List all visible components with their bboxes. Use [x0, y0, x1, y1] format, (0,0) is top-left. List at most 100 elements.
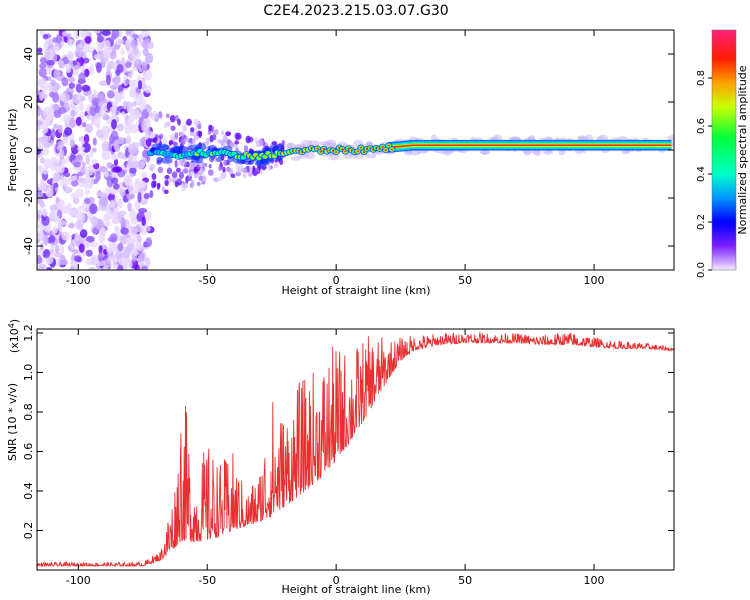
spectrogram-cell — [128, 238, 137, 245]
spectrogram-cell — [138, 80, 143, 90]
spectrogram-cell — [172, 141, 178, 147]
spectrogram-cell — [89, 203, 98, 215]
spectrogram-cell — [75, 83, 83, 94]
spectrogram-cell — [37, 196, 43, 204]
spectrogram-cell — [243, 160, 255, 165]
spectrogram-cell — [366, 140, 373, 147]
snr-y-tick-label: 1.2 — [22, 324, 35, 342]
spectrogram-cell — [45, 69, 52, 75]
spectrogram-cell — [154, 113, 159, 122]
spectrogram-cell — [71, 180, 79, 187]
spectrogram-cell — [99, 166, 108, 172]
snr-x-tick-label: 100 — [584, 574, 605, 587]
snr-axes: -100 -50 0 50 100 0.2 0.4 0.6 0.8 1.0 1.2 — [22, 324, 674, 587]
spectrogram-cell — [131, 246, 138, 256]
spectrogram-cell — [141, 216, 147, 226]
spectrogram-cell — [92, 254, 100, 261]
spectrogram-cell — [68, 82, 76, 89]
spectrogram-cell — [113, 225, 120, 232]
spectrogram-cell — [86, 235, 95, 243]
spectrogram-cell — [211, 134, 217, 141]
spectrogram-tone-band — [387, 144, 672, 149]
spectrogram-cell — [196, 164, 200, 170]
spectrogram-cell — [63, 186, 73, 194]
spectrogram-x-tick-label: 100 — [584, 274, 605, 287]
spectrogram-cell — [85, 189, 91, 196]
spectrogram-cell — [74, 255, 82, 263]
spectrogram-cell — [116, 63, 124, 74]
spectrogram-cell — [144, 70, 152, 81]
spectrogram-cell — [41, 84, 47, 95]
spectrogram-cell — [70, 109, 76, 118]
spectrogram-cell — [61, 231, 70, 241]
spectrogram-cell — [37, 229, 44, 241]
spectrogram-cell — [44, 49, 51, 60]
spectrogram-cell — [230, 173, 236, 179]
spectrogram-cell — [95, 190, 102, 198]
snr-frame — [36, 328, 675, 571]
colorbar-tick-label: 0.0 — [696, 262, 707, 278]
spectrogram-cell — [229, 141, 236, 149]
spectrogram-cell — [128, 185, 134, 195]
spectrogram-cell — [98, 245, 103, 254]
spectrogram-cell — [222, 166, 226, 173]
spectrogram-cell — [69, 265, 75, 270]
spectrogram-cell — [78, 243, 85, 253]
spectrogram-cell — [138, 208, 148, 214]
spectrogram-cell — [96, 259, 106, 267]
spectrogram-cell — [83, 133, 90, 144]
spectrogram-cell — [183, 168, 189, 174]
spectrogram-cell — [120, 227, 129, 235]
spectrogram-cell — [52, 103, 60, 111]
spectrogram-cell — [47, 75, 52, 82]
spectrogram-cell — [158, 111, 163, 119]
spectrogram-cell — [85, 241, 90, 248]
snr-x-tick-label: -50 — [198, 574, 216, 587]
spectrogram-cell — [37, 255, 43, 265]
spectrogram-cell — [116, 123, 125, 132]
snr-x-tick-label: -100 — [66, 574, 91, 587]
spectrogram-cell — [141, 136, 146, 148]
spectrogram-cell — [70, 192, 78, 199]
spectrogram-cell — [57, 124, 63, 134]
spectrogram-cell — [106, 247, 114, 254]
spectrogram-cell — [176, 178, 182, 183]
spectrogram-cell — [150, 163, 156, 169]
spectrogram-cell — [174, 159, 178, 168]
spectrogram-cell — [124, 124, 133, 135]
spectrogram-cell — [66, 32, 72, 40]
spectrogram-cell — [243, 145, 249, 152]
spectrogram-cell — [41, 215, 50, 227]
spectrogram-cell — [157, 166, 164, 174]
spectrogram-cell — [225, 131, 232, 137]
spectrogram-cell — [85, 154, 90, 165]
spectrogram-cell — [99, 106, 106, 118]
spectrogram-cell — [162, 137, 167, 145]
spectrogram-cell — [223, 159, 228, 166]
spectrogram-cell — [41, 122, 49, 134]
spectrogram-cell — [319, 150, 322, 153]
spectrogram-cell — [38, 67, 48, 78]
spectrogram-cell — [75, 188, 84, 198]
spectrogram-cell — [182, 184, 189, 189]
spectrogram-cell — [50, 209, 58, 219]
spectrogram-cell — [112, 183, 120, 190]
spectrogram-cell — [80, 211, 86, 222]
spectrogram-cell — [113, 207, 120, 213]
spectrogram-cell — [58, 106, 67, 115]
spectrogram-cell — [71, 248, 79, 255]
spectrogram-cell — [178, 171, 184, 179]
spectrogram-cell — [49, 234, 56, 244]
spectrogram-cell — [143, 85, 153, 94]
colorbar-frame — [711, 29, 737, 271]
spectrogram-cell — [39, 91, 44, 101]
colorbar-tick-label: 0.4 — [696, 166, 707, 182]
spectrogram-cell — [92, 137, 97, 146]
spectrogram-cell — [279, 159, 284, 165]
spectrogram-cell — [82, 43, 90, 54]
spectrogram-cell — [84, 68, 90, 78]
spectrogram-cell — [136, 233, 142, 244]
spectrogram-cell — [91, 147, 97, 153]
spectrogram-cell — [102, 152, 111, 161]
spectrogram-cell — [201, 175, 207, 183]
